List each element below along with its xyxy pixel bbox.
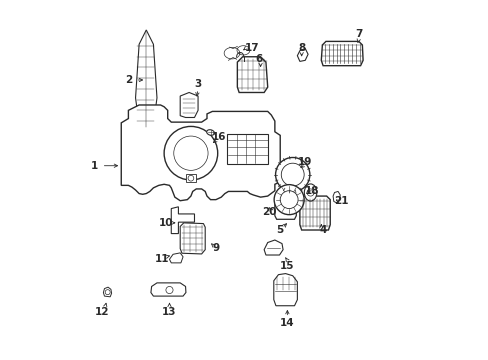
Polygon shape: [321, 41, 363, 66]
Polygon shape: [297, 49, 307, 62]
Circle shape: [274, 185, 304, 215]
Text: 1: 1: [91, 161, 98, 171]
Circle shape: [280, 191, 298, 208]
Circle shape: [165, 287, 173, 294]
Text: 20: 20: [262, 207, 276, 217]
Polygon shape: [171, 207, 194, 234]
Text: 3: 3: [194, 78, 201, 89]
Circle shape: [105, 290, 110, 295]
Polygon shape: [180, 93, 198, 117]
Text: 13: 13: [162, 307, 176, 317]
Text: 9: 9: [212, 243, 219, 253]
Text: 8: 8: [297, 43, 305, 53]
Polygon shape: [237, 57, 267, 93]
Polygon shape: [274, 200, 296, 219]
Text: 6: 6: [255, 54, 262, 64]
Circle shape: [164, 126, 217, 180]
Polygon shape: [273, 274, 297, 306]
Text: 15: 15: [280, 261, 294, 271]
Polygon shape: [103, 287, 111, 297]
Text: 4: 4: [319, 225, 326, 235]
Ellipse shape: [304, 184, 316, 201]
Text: 14: 14: [280, 318, 294, 328]
Polygon shape: [180, 223, 205, 254]
Polygon shape: [151, 283, 185, 296]
Text: 17: 17: [244, 43, 259, 53]
Circle shape: [275, 157, 309, 192]
Polygon shape: [121, 105, 280, 201]
Bar: [227, 134, 268, 164]
Text: 21: 21: [333, 197, 347, 206]
Text: 12: 12: [94, 307, 109, 317]
Text: 19: 19: [297, 157, 312, 167]
Polygon shape: [299, 196, 329, 230]
Text: 11: 11: [155, 253, 169, 264]
Circle shape: [281, 163, 304, 186]
Ellipse shape: [206, 130, 214, 135]
Circle shape: [188, 175, 193, 181]
Text: 10: 10: [158, 218, 173, 228]
Text: 16: 16: [212, 132, 226, 142]
Polygon shape: [332, 192, 340, 203]
Text: 7: 7: [354, 28, 362, 39]
Bar: [185, 174, 196, 182]
Circle shape: [306, 189, 313, 196]
Text: 5: 5: [276, 225, 283, 235]
Polygon shape: [264, 240, 283, 255]
Text: 18: 18: [305, 186, 319, 196]
Polygon shape: [169, 253, 183, 263]
Circle shape: [173, 136, 207, 170]
Text: 2: 2: [124, 75, 132, 85]
Polygon shape: [135, 30, 157, 128]
